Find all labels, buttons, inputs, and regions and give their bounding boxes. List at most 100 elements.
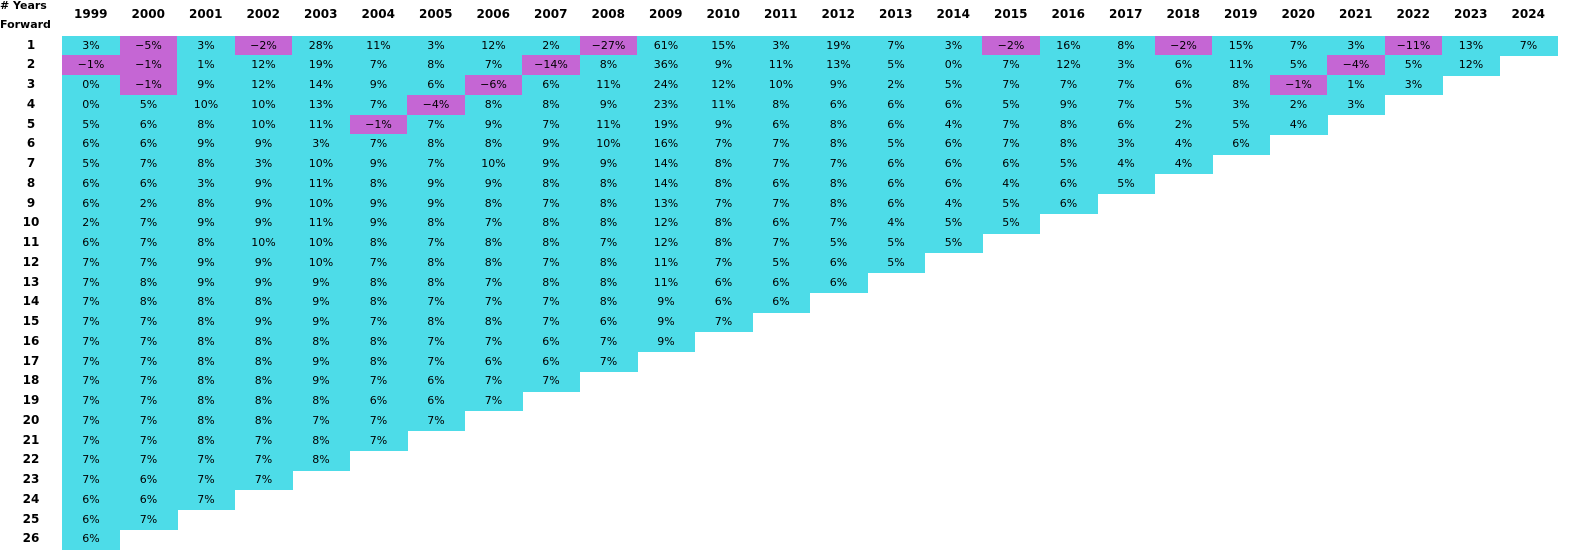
value-cell: 9% xyxy=(292,292,350,313)
row-header-24: 24 xyxy=(22,491,40,506)
value-cell: 16% xyxy=(1039,35,1098,56)
value-cell: 9% xyxy=(177,272,235,293)
value-cell: 7% xyxy=(349,371,408,392)
value-cell: 11% xyxy=(579,75,638,96)
value-cell: 7% xyxy=(694,134,753,155)
value-cell: 14% xyxy=(637,173,695,194)
value-cell: 16% xyxy=(637,134,695,155)
value-cell: 4% xyxy=(982,173,1040,194)
value-cell: 7% xyxy=(407,331,465,352)
value-cell: 6% xyxy=(62,173,120,194)
value-cell: 6% xyxy=(119,489,178,510)
value-cell: 7% xyxy=(982,114,1040,135)
value-cell: 6% xyxy=(1212,134,1270,155)
value-cell: 6% xyxy=(924,134,983,155)
value-cell: 8% xyxy=(407,312,465,333)
value-cell: 4% xyxy=(1154,134,1213,155)
column-header-2020: 2020 xyxy=(1281,7,1315,21)
value-cell: 6% xyxy=(867,114,925,135)
value-cell: 7% xyxy=(694,312,753,333)
value-cell: 7% xyxy=(522,371,580,392)
value-cell: 8% xyxy=(464,312,523,333)
value-cell: 8% xyxy=(177,233,235,254)
value-cell: 5% xyxy=(1097,173,1155,194)
column-header-2006: 2006 xyxy=(476,7,510,21)
value-cell: 7% xyxy=(1097,75,1155,96)
value-cell: 6% xyxy=(522,75,580,96)
value-cell: 7% xyxy=(119,430,178,451)
value-cell: −27% xyxy=(579,35,638,56)
value-cell: 6% xyxy=(1039,193,1098,214)
value-cell: 8% xyxy=(522,173,580,194)
value-cell: 9% xyxy=(234,252,293,273)
value-cell: 8% xyxy=(579,252,638,273)
row-header-8: 8 xyxy=(26,175,36,190)
value-cell: 8% xyxy=(809,114,868,135)
value-cell: 6% xyxy=(694,272,753,293)
value-cell: 8% xyxy=(349,351,408,372)
value-cell: 6% xyxy=(809,272,868,293)
column-header-2005: 2005 xyxy=(419,7,453,21)
value-cell: 5% xyxy=(924,233,983,254)
value-cell: 8% xyxy=(119,272,178,293)
column-header-2019: 2019 xyxy=(1224,7,1258,21)
value-cell: 8% xyxy=(177,430,235,451)
value-cell: 6% xyxy=(119,470,178,491)
value-cell: 11% xyxy=(637,252,695,273)
value-cell: −4% xyxy=(407,94,465,115)
value-cell: 9% xyxy=(234,272,293,293)
value-cell: 7% xyxy=(62,312,120,333)
value-cell: 9% xyxy=(292,371,350,392)
value-cell: 5% xyxy=(1384,55,1443,76)
value-cell: 8% xyxy=(1039,134,1098,155)
value-cell: 9% xyxy=(407,193,465,214)
value-cell: −1% xyxy=(119,75,178,96)
value-cell: 7% xyxy=(809,213,868,234)
row-header-25: 25 xyxy=(22,511,40,526)
row-header-5: 5 xyxy=(26,116,36,131)
value-cell: 8% xyxy=(292,450,350,471)
value-cell: 7% xyxy=(177,470,235,491)
table-title-line2: Forward xyxy=(0,18,51,31)
row-header-4: 4 xyxy=(26,96,36,111)
row-header-20: 20 xyxy=(22,412,40,427)
value-cell: 8% xyxy=(1039,114,1098,135)
row-header-1: 1 xyxy=(26,37,36,52)
value-cell: −2% xyxy=(982,35,1040,56)
value-cell: 8% xyxy=(407,134,465,155)
column-header-2004: 2004 xyxy=(361,7,395,21)
value-cell: 8% xyxy=(579,193,638,214)
value-cell: 2% xyxy=(522,35,580,56)
value-cell: 6% xyxy=(752,272,810,293)
value-cell: 7% xyxy=(62,430,120,451)
value-cell: 7% xyxy=(752,233,810,254)
value-cell: 3% xyxy=(924,35,983,56)
value-cell: 7% xyxy=(407,114,465,135)
value-cell: 8% xyxy=(177,193,235,214)
value-cell: 10% xyxy=(464,154,523,175)
column-header-2012: 2012 xyxy=(821,7,855,21)
row-header-3: 3 xyxy=(26,77,36,91)
value-cell: 8% xyxy=(177,410,235,431)
value-cell: 7% xyxy=(62,272,120,293)
column-header-2010: 2010 xyxy=(706,7,740,21)
column-header-1999: 1999 xyxy=(74,7,108,21)
value-cell: 8% xyxy=(292,391,350,412)
value-cell: 8% xyxy=(234,292,293,313)
value-cell: 8% xyxy=(1097,35,1155,56)
value-cell: 9% xyxy=(637,292,695,313)
column-header-2002: 2002 xyxy=(246,7,280,21)
value-cell: 8% xyxy=(234,410,293,431)
value-cell: 7% xyxy=(119,312,178,333)
value-cell: 7% xyxy=(982,55,1040,76)
value-cell: 8% xyxy=(809,134,868,155)
value-cell: 9% xyxy=(637,312,695,333)
value-cell: 6% xyxy=(752,213,810,234)
column-header-2011: 2011 xyxy=(764,7,798,21)
value-cell: 6% xyxy=(62,509,120,530)
value-cell: 8% xyxy=(694,154,753,175)
value-cell: 10% xyxy=(292,193,350,214)
value-cell: 9% xyxy=(694,114,753,135)
value-cell: 9% xyxy=(234,173,293,194)
